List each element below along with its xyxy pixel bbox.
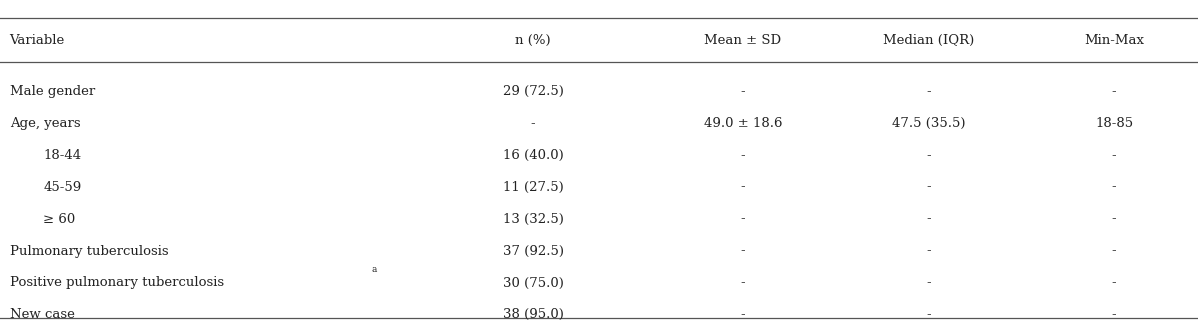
Text: -: - [926, 276, 931, 289]
Text: -: - [740, 213, 745, 226]
Text: 30 (75.0): 30 (75.0) [503, 276, 563, 289]
Text: 47.5 (35.5): 47.5 (35.5) [891, 117, 966, 130]
Text: -: - [1112, 149, 1117, 162]
Text: 29 (72.5): 29 (72.5) [503, 85, 563, 98]
Text: -: - [740, 276, 745, 289]
Text: 18-44: 18-44 [43, 149, 81, 162]
Text: -: - [531, 117, 536, 130]
Text: Pulmonary tuberculosis: Pulmonary tuberculosis [10, 244, 168, 258]
Text: -: - [926, 181, 931, 194]
Text: -: - [1112, 244, 1117, 258]
Text: -: - [1112, 85, 1117, 98]
Text: -: - [1112, 181, 1117, 194]
Text: Age, years: Age, years [10, 117, 80, 130]
Text: -: - [1112, 213, 1117, 226]
Text: -: - [740, 244, 745, 258]
Text: -: - [926, 244, 931, 258]
Text: 45-59: 45-59 [43, 181, 81, 194]
Text: 16 (40.0): 16 (40.0) [503, 149, 563, 162]
Text: -: - [926, 149, 931, 162]
Text: Mean ± SD: Mean ± SD [704, 34, 781, 47]
Text: 11 (27.5): 11 (27.5) [503, 181, 563, 194]
Text: 38 (95.0): 38 (95.0) [503, 308, 563, 321]
Text: -: - [740, 149, 745, 162]
Text: Male gender: Male gender [10, 85, 95, 98]
Text: -: - [926, 85, 931, 98]
Text: New case: New case [10, 308, 74, 321]
Text: -: - [926, 213, 931, 226]
Text: Variable: Variable [10, 34, 65, 47]
Text: ≥ 60: ≥ 60 [43, 213, 75, 226]
Text: 37 (92.5): 37 (92.5) [503, 244, 563, 258]
Text: 18-85: 18-85 [1095, 117, 1133, 130]
Text: 49.0 ± 18.6: 49.0 ± 18.6 [703, 117, 782, 130]
Text: -: - [740, 308, 745, 321]
Text: a: a [371, 265, 376, 274]
Text: -: - [1112, 308, 1117, 321]
Text: -: - [1112, 276, 1117, 289]
Text: Min-Max: Min-Max [1084, 34, 1144, 47]
Text: Median (IQR): Median (IQR) [883, 34, 974, 47]
Text: 13 (32.5): 13 (32.5) [503, 213, 563, 226]
Text: -: - [740, 85, 745, 98]
Text: n (%): n (%) [515, 34, 551, 47]
Text: -: - [926, 308, 931, 321]
Text: Positive pulmonary tuberculosis: Positive pulmonary tuberculosis [10, 276, 224, 289]
Text: -: - [740, 181, 745, 194]
